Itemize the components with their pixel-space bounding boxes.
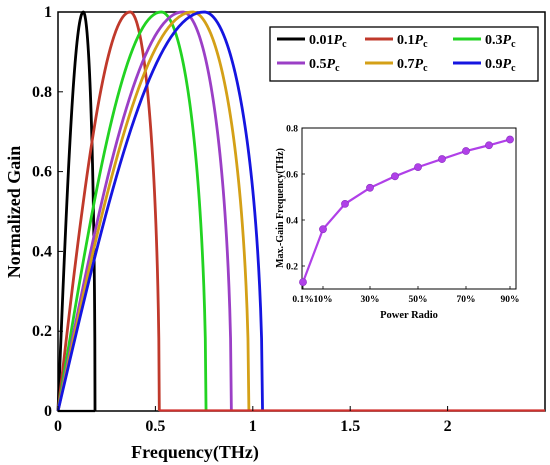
legend-label-3: 0.5Pc	[309, 57, 340, 74]
inset-x-tick-label: 0.1%	[292, 295, 313, 305]
main-x-tick-label: 0.5	[145, 418, 165, 435]
main-y-axis-label: Normalized Gain	[4, 146, 24, 279]
inset-x-tick-label: 30%	[361, 295, 380, 305]
legend-items: 0.01Pc 0.1Pc 0.3Pc 0.5Pc 0.7Pc 0.9Pc	[277, 33, 516, 74]
inset-point-0	[299, 278, 307, 286]
inset-y-tick-label: 0.6	[286, 171, 298, 181]
main-x-tick-label: 0	[54, 418, 62, 435]
inset-x-tick-label: 50%	[409, 295, 428, 305]
legend-label-4: 0.7Pc	[397, 57, 428, 74]
main-axis-ticks: 0 0.5 1 1.5 2 0 0.2 0.4 0.6 0.8 1	[32, 4, 452, 435]
main-y-tick-label: 0.2	[32, 323, 52, 340]
series-curve-1	[56, 10, 161, 412]
main-x-tick-label: 1.5	[340, 418, 360, 435]
main-y-tick-label: 1	[44, 4, 52, 21]
series-curve-4	[56, 10, 251, 412]
inset-point-2	[341, 199, 349, 208]
inset-y-tick-label: 0.8	[286, 125, 298, 135]
main-y-tick-label: 0.4	[32, 243, 52, 260]
inset-y-tick-label: 0.4	[286, 217, 298, 227]
inset-point-5	[414, 163, 422, 171]
inset-point-9	[506, 135, 514, 144]
inset-series-group	[299, 135, 514, 286]
inset-axis-ticks: 0.1% 10% 30% 50% 70% 90% 0.2 0.4 0.6 0.8	[286, 125, 519, 306]
inset-point-7	[462, 147, 470, 155]
series-curve-5	[56, 10, 264, 412]
main-y-tick-label: 0	[44, 403, 52, 420]
inset-x-tick-label: 10%	[314, 295, 333, 305]
legend-label-1: 0.1Pc	[397, 33, 428, 50]
legend-box	[269, 26, 539, 82]
inset-point-6	[438, 155, 446, 163]
legend-label-2: 0.3Pc	[485, 33, 516, 50]
inset-x-tick-label: 70%	[457, 295, 476, 305]
main-y-tick-label: 0.8	[32, 84, 52, 101]
main-x-tick-label: 1	[249, 418, 257, 435]
inset-chart: 0.1% 10% 30% 50% 70% 90% 0.2 0.4 0.6 0.8 Power Ra…	[275, 125, 520, 322]
main-y-tick-label: 0.6	[32, 164, 52, 181]
inset-x-tick-label: 90%	[501, 295, 520, 305]
inset-point-3	[366, 183, 374, 192]
main-series-group	[56, 10, 545, 413]
inset-y-tick-label: 0.2	[286, 263, 298, 273]
inset-series-line	[301, 138, 511, 283]
inset-point-4	[391, 172, 399, 181]
main-x-tick-label: 2	[444, 418, 452, 435]
inset-x-axis-label: Power Radio	[380, 310, 438, 321]
inset-point-1	[319, 225, 327, 234]
inset-point-8	[485, 141, 493, 150]
inset-plot-frame	[301, 127, 517, 290]
inset-y-axis-label: Max.-Gain Frequency(THz)	[275, 148, 286, 268]
legend: 0.01Pc 0.1Pc 0.3Pc 0.5Pc 0.7Pc 0.9Pc	[269, 26, 539, 82]
legend-label-0: 0.01Pc	[309, 33, 347, 50]
main-x-axis-label: Frequency(THz)	[131, 442, 259, 463]
legend-label-5: 0.9Pc	[485, 57, 516, 74]
